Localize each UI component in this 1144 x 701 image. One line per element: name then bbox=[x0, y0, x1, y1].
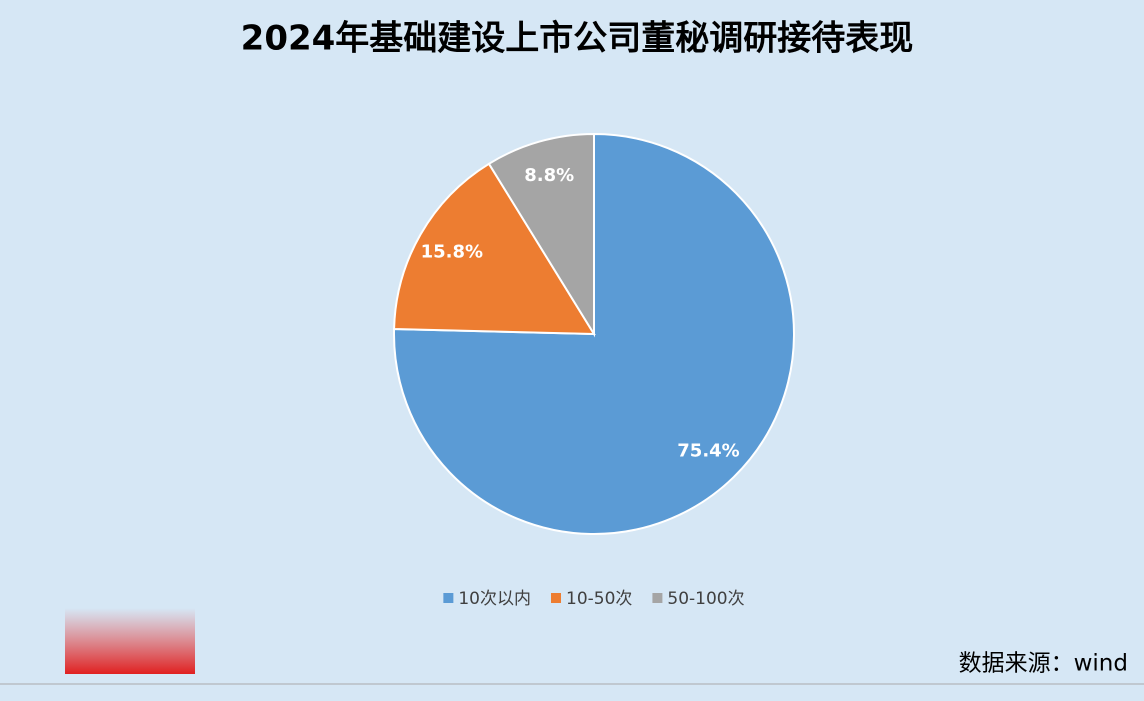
data-label: 75.4% bbox=[677, 440, 739, 461]
legend-swatch bbox=[551, 593, 562, 603]
legend: 10次以内 10-50次 50-100次 bbox=[443, 589, 745, 609]
legend-swatch bbox=[652, 593, 663, 603]
pie: 75.4% 15.8% 8.8% bbox=[393, 132, 795, 535]
legend-swatch bbox=[443, 593, 454, 603]
legend-label: 10-50次 bbox=[566, 589, 632, 609]
source-note: 数据来源：wind bbox=[959, 651, 1128, 677]
data-label: 8.8% bbox=[524, 165, 574, 186]
pie-slice bbox=[393, 162, 596, 336]
decoration bbox=[65, 608, 195, 674]
chart-title: 2024年基础建设上市公司董秘调研接待表现 bbox=[241, 19, 914, 59]
legend-label: 50-100次 bbox=[667, 589, 744, 609]
pie-slice bbox=[487, 132, 595, 338]
data-label: 15.8% bbox=[421, 241, 483, 262]
legend-label: 10次以内 bbox=[458, 589, 531, 609]
